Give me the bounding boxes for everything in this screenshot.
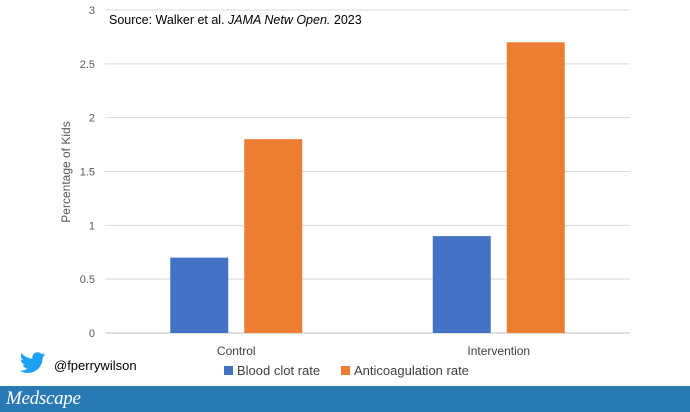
y-tick-label: 0.5: [80, 274, 95, 286]
x-category-label: Control: [217, 344, 256, 358]
legend-swatch: [341, 366, 350, 375]
medscape-logo: Medscape: [6, 388, 81, 409]
bar-anticoagulation-rate-intervention: [506, 42, 565, 334]
source-annotation: Source: Walker et al. JAMA Netw Open. 20…: [109, 13, 362, 27]
x-category-label: Intervention: [467, 344, 530, 358]
legend: Blood clot rate Anticoagulation rate: [224, 363, 469, 378]
social-handle: @fperrywilson: [19, 352, 137, 379]
footer-bar: Medscape: [0, 386, 690, 412]
bar-anticoagulation-rate-control: [244, 139, 303, 333]
x-axis-categories: Control Intervention: [217, 344, 530, 358]
twitter-handle: @fperrywilson: [54, 358, 137, 373]
y-tick-label: 1: [89, 220, 95, 232]
bar-blood-clot-rate-control: [170, 257, 229, 333]
legend-swatch: [224, 366, 233, 375]
legend-label: Anticoagulation rate: [354, 363, 469, 378]
bar-chart: 0 0.5 1 1.5 2 2.5 3 Control Intervention Percen…: [59, 5, 630, 378]
bar-blood-clot-rate-intervention: [432, 236, 491, 333]
y-axis-label: Percentage of Kids: [59, 121, 73, 222]
twitter-bird-icon: [19, 352, 46, 379]
y-tick-label: 2: [89, 113, 95, 125]
y-tick-label: 3: [89, 5, 95, 17]
bars: [170, 42, 565, 334]
legend-label: Blood clot rate: [237, 363, 320, 378]
y-axis-ticks: 0 0.5 1 1.5 2 2.5 3: [80, 5, 95, 340]
y-tick-label: 2.5: [80, 59, 95, 71]
y-tick-label: 1.5: [80, 167, 95, 179]
y-tick-label: 0: [89, 328, 95, 340]
